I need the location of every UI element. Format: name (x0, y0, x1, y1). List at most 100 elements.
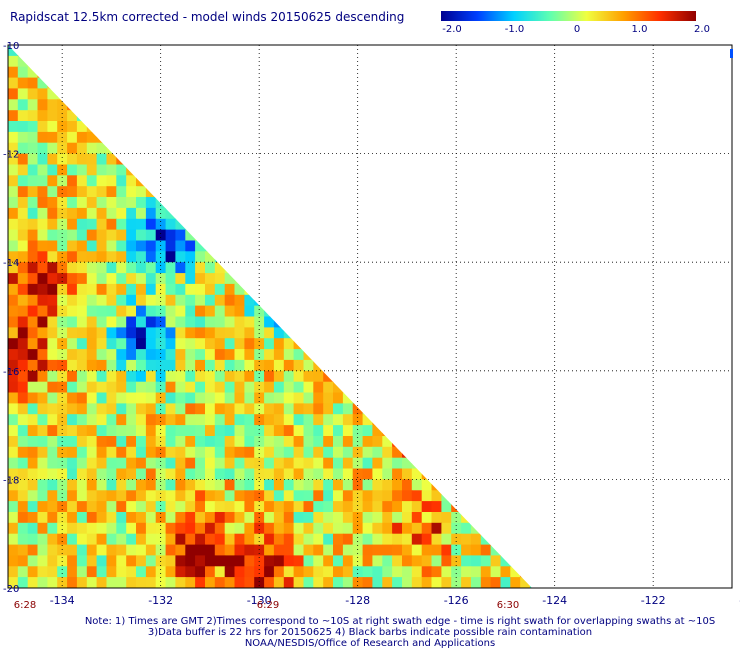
heatmap-cell (323, 349, 334, 361)
heatmap-cell (234, 66, 245, 79)
chart-title: Rapidscat 12.5km corrected - model winds… (10, 10, 405, 24)
heatmap-cell (214, 240, 226, 252)
heatmap-cell (254, 218, 265, 231)
heatmap-cell (205, 533, 216, 546)
heatmap-cell (362, 479, 374, 491)
heatmap-cell (37, 66, 48, 79)
heatmap-cell (362, 142, 374, 155)
heatmap-cell (441, 544, 452, 557)
heatmap-cell (451, 229, 462, 242)
heatmap-cell (116, 316, 127, 328)
heatmap-cell (96, 370, 108, 383)
heatmap-cell (510, 186, 521, 198)
heatmap-cell (550, 338, 561, 350)
heatmap-cell (303, 121, 314, 133)
heatmap-cell (214, 131, 226, 144)
heatmap-cell (37, 577, 48, 588)
heatmap-cell (441, 99, 452, 111)
heatmap-cell (303, 457, 314, 470)
heatmap-cell (362, 316, 374, 328)
heatmap-cell (441, 566, 452, 578)
heatmap-cell (510, 457, 521, 470)
heatmap-cell (67, 251, 78, 263)
heatmap-cell (145, 77, 157, 90)
heatmap-cell (510, 88, 521, 100)
heatmap-cell (273, 566, 285, 578)
heatmap-cell (96, 522, 108, 535)
heatmap-cell (490, 229, 502, 242)
heatmap-cell (136, 533, 147, 546)
heatmap-cell (441, 240, 452, 252)
heatmap-cell (382, 164, 393, 176)
heatmap-cell (294, 588, 305, 600)
heatmap-cell (37, 522, 48, 535)
heatmap-cell (47, 121, 58, 133)
heatmap-cell (451, 45, 462, 57)
heatmap-cell (382, 99, 393, 111)
heatmap-cell (313, 110, 324, 122)
heatmap-cell (273, 197, 285, 209)
heatmap-cell (333, 229, 344, 242)
heatmap-cell (264, 186, 275, 198)
heatmap-cell (520, 66, 531, 79)
heatmap-cell (8, 392, 19, 404)
heatmap-cell (500, 479, 511, 491)
heatmap-cell (283, 457, 295, 470)
heatmap-cell (441, 110, 452, 122)
heatmap-cell (86, 512, 98, 524)
heatmap-cell (431, 490, 442, 502)
heatmap-cell (540, 251, 551, 262)
heatmap-cell (47, 99, 58, 111)
heatmap-cell (234, 131, 245, 144)
heatmap-cell (431, 229, 442, 242)
heatmap-cell (540, 88, 551, 100)
heatmap-cell (382, 175, 393, 187)
heatmap-cell (67, 501, 78, 513)
heatmap-cell (224, 522, 236, 535)
heatmap-cell (86, 327, 98, 339)
heatmap-cell (284, 588, 295, 600)
heatmap-cell (520, 468, 531, 480)
heatmap-cell (224, 370, 236, 383)
heatmap-cell (490, 294, 502, 307)
heatmap-cell (323, 403, 334, 415)
heatmap-cell (411, 403, 423, 415)
heatmap-cell (382, 370, 393, 383)
heatmap-cell (37, 99, 48, 111)
heatmap-cell (8, 501, 19, 513)
heatmap-cell (264, 316, 275, 328)
heatmap-cell (37, 533, 48, 546)
heatmap-cell (520, 425, 531, 437)
heatmap-cell (530, 262, 532, 274)
heatmap-cell (303, 566, 314, 578)
heatmap-cell (37, 305, 48, 318)
heatmap-cell (421, 349, 433, 361)
heatmap-cell (244, 327, 255, 339)
heatmap-cell (165, 577, 177, 588)
heatmap-cell (264, 207, 275, 220)
heatmap-cell (264, 359, 275, 372)
heatmap-cell (27, 522, 39, 535)
heatmap-cell (136, 110, 147, 122)
heatmap-cell (510, 588, 521, 600)
heatmap-cell (67, 359, 78, 372)
heatmap-cell (411, 359, 423, 372)
heatmap-cell (67, 186, 78, 198)
heatmap-cell (106, 110, 117, 122)
heatmap-cell (392, 229, 403, 242)
heatmap-cell (17, 403, 29, 415)
heatmap-cell (205, 251, 216, 263)
heatmap-cell (490, 316, 502, 328)
heatmap-cell (540, 469, 551, 481)
time-label: 6:30 (497, 600, 519, 611)
heatmap-cell (96, 544, 108, 557)
heatmap-cell (175, 110, 186, 122)
heatmap-cell (37, 55, 48, 68)
heatmap-cell (480, 436, 492, 448)
heatmap-cell (17, 468, 29, 480)
heatmap-cell (195, 555, 206, 567)
heatmap-cell (520, 99, 531, 111)
heatmap-cell (352, 392, 364, 404)
heatmap-cell (224, 294, 236, 307)
heatmap-cell (490, 262, 502, 274)
